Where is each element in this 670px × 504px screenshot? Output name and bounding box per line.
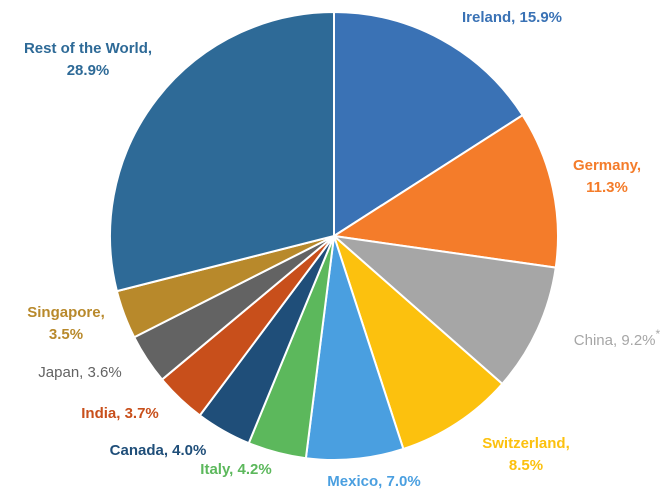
pie-slice-rest-of-the-world <box>109 10 335 293</box>
pie-label-ireland: Ireland, 15.9% <box>462 9 562 26</box>
pie-label-singapore: Singapore, 3.5% <box>27 304 105 343</box>
pie-labels: Ireland, 15.9% Germany, 11.3% China, 9.2%* S… <box>24 9 661 490</box>
pie-slice-germany <box>331 113 559 269</box>
pie-label-rest-of-the-world: Rest of the World, 28.9% <box>24 40 152 79</box>
pie-label-mexico: Mexico, 7.0% <box>327 473 420 490</box>
pie-slices <box>109 10 559 461</box>
pie-slice-china <box>330 234 557 386</box>
pie-slice-switzerland <box>331 232 504 451</box>
pie-label-india: India, 3.7% <box>81 405 159 422</box>
pie-label-switzerland: Switzerland, 8.5% <box>482 435 570 474</box>
pie-label-canada: Canada, 4.0% <box>110 442 207 459</box>
pie-label-italy: Italy, 4.2% <box>200 461 271 478</box>
pie-label-germany: Germany, 11.3% <box>573 157 641 196</box>
pie-label-china: China, 9.2%* <box>574 327 661 349</box>
pie-label-japan: Japan, 3.6% <box>38 364 121 381</box>
pie-slice-ireland <box>333 10 524 238</box>
